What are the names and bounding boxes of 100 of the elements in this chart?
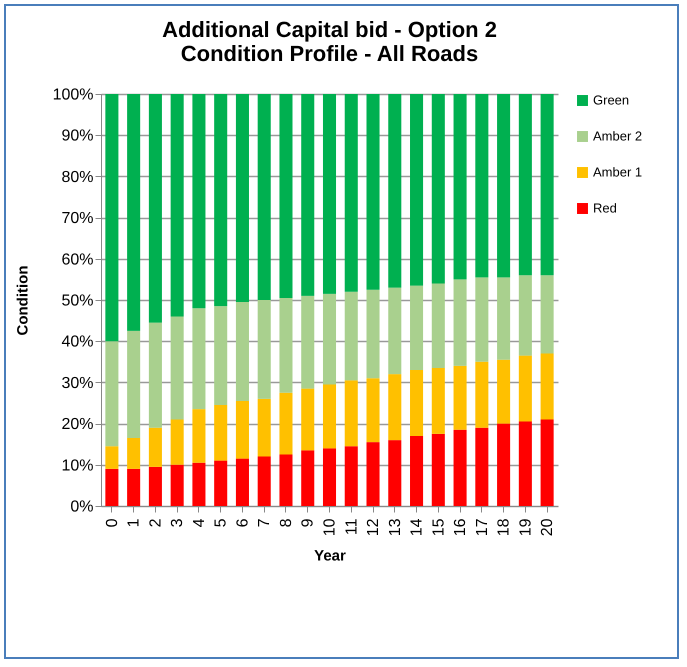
bar [127,330,140,438]
bar [540,94,554,276]
x-tick-label: 14 [408,518,426,536]
y-tick-label: 10% [61,457,94,474]
bar [475,428,488,506]
bar [301,94,314,296]
bar [192,308,206,410]
y-tick-label: 100% [52,86,94,104]
y-tick-label: 50% [61,292,94,310]
bar [475,362,488,428]
bar [236,400,249,459]
x-tick-label: 4 [190,518,208,528]
bar [432,434,445,506]
legend-label: Red [593,200,617,216]
x-tick-label: 7 [256,518,274,528]
bar [148,428,162,467]
bar [410,370,424,436]
bar [497,424,510,506]
bar [258,94,271,300]
x-tick-label: 0 [104,518,121,528]
bar [322,94,336,294]
bar [344,94,358,292]
bar [236,458,249,506]
bar [214,460,228,506]
x-tick-label: 6 [234,518,252,528]
y-tick-label: 40% [61,334,94,351]
bar [105,341,118,446]
bar [454,94,467,280]
x-tick-label: 19 [517,518,534,536]
bar [301,296,314,389]
bar [475,94,488,278]
bar [432,94,445,284]
bar [148,322,162,428]
bar [518,422,532,506]
bar [388,94,402,288]
x-tick-label: 20 [539,518,556,536]
bar [432,368,445,434]
bar [540,354,554,420]
x-tick-label: 11 [343,518,360,536]
bar [170,94,184,316]
bar [518,356,532,422]
bar [322,448,336,506]
bar [322,384,336,448]
bar [454,430,467,506]
bar [170,316,184,420]
bar [148,466,162,506]
y-tick-label: 80% [61,168,94,186]
bar [279,454,293,506]
bar [518,94,532,276]
y-axis-title: Condition [14,266,32,336]
bar [127,468,140,506]
bar [258,300,271,399]
y-tick-label: 30% [61,374,94,392]
bar [192,94,206,308]
bar [127,94,140,331]
bar [518,275,532,356]
x-tick-label: 1 [126,518,143,528]
bar [454,366,467,430]
bar [279,298,293,393]
x-tick-label: 8 [278,518,295,528]
bar [322,294,336,384]
y-tick-label: 20% [61,416,94,434]
y-tick-label: 60% [61,251,94,268]
bar [105,446,118,469]
bar [236,94,249,302]
bar [127,438,140,469]
bar [475,277,488,362]
bar [388,288,402,374]
x-tick-label: 18 [496,518,513,536]
bar [192,462,206,506]
legend-label: Green [593,92,630,108]
y-tick-label: 0% [70,498,94,516]
bar [388,440,402,506]
x-tick-label: 15 [430,518,448,536]
x-tick-label: 5 [212,518,230,528]
x-tick-label: 17 [474,518,491,536]
bar [410,436,424,506]
bar [344,380,358,446]
x-tick-label: 2 [147,518,164,528]
bar [366,442,380,506]
bar [214,94,228,306]
bar [344,292,358,380]
bar [214,306,228,406]
bar [148,94,162,323]
bar [105,94,118,342]
bar [236,302,249,401]
bar [214,405,228,461]
x-tick-label: 16 [452,518,470,536]
bar [258,398,271,457]
bar [366,290,380,378]
bar [258,456,271,506]
x-axis-title: Year [314,547,346,564]
bar [279,392,293,454]
bar [410,94,424,286]
bar [170,464,184,506]
bar [301,388,314,450]
bar [344,446,358,506]
bar [279,94,293,298]
x-tick-label: 9 [300,518,317,528]
legend-label: Amber 1 [593,164,642,180]
